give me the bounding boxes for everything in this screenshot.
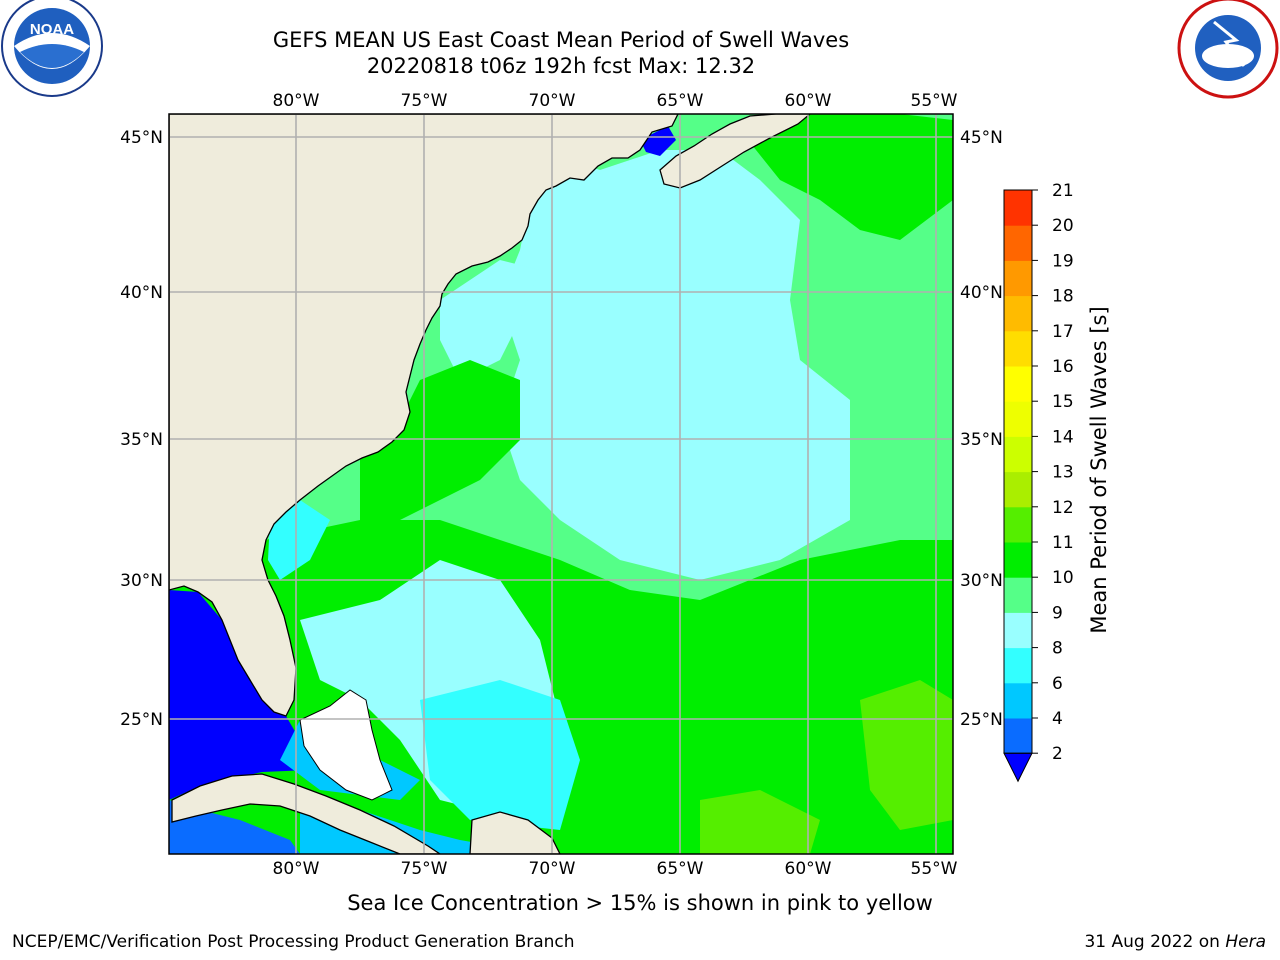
swell-period-contour bbox=[500, 150, 850, 580]
colorbar: 2 4 6 8 9 10 11 12 13 14 15 16 17 18 19 20 21 bbox=[1003, 181, 1074, 783]
colorbar-bin bbox=[1004, 682, 1032, 719]
lon-label-top: 60°W bbox=[785, 91, 832, 111]
colorbar-tick-label: 15 bbox=[1052, 392, 1074, 412]
colorbar-tick-label: 14 bbox=[1052, 427, 1074, 447]
colorbar-tick-label: 19 bbox=[1052, 251, 1074, 271]
colorbar-tick-label: 12 bbox=[1052, 498, 1074, 518]
lat-label-right: 45°N bbox=[960, 128, 1003, 148]
swell-period-contour bbox=[420, 680, 580, 830]
colorbar-tick-label: 10 bbox=[1052, 568, 1074, 588]
colorbar-tick-label: 9 bbox=[1052, 603, 1063, 623]
lon-label-top: 80°W bbox=[273, 91, 320, 111]
lon-label-top: 65°W bbox=[657, 91, 704, 111]
footer-credit: NCEP/EMC/Verification Post Processing Pr… bbox=[12, 932, 575, 952]
footer-machine: Hera bbox=[1225, 932, 1266, 952]
colorbar-bin bbox=[1004, 471, 1032, 508]
swell-period-contour bbox=[268, 500, 330, 580]
colorbar-label: Mean Period of Swell Waves [s] bbox=[1087, 306, 1111, 633]
swell-period-contour bbox=[440, 260, 540, 380]
colorbar-bin bbox=[1004, 577, 1032, 613]
lon-labels: 80°W 75°W 70°W 65°W 60°W 55°W 80°W 75°W … bbox=[273, 91, 958, 879]
lon-label-top: 75°W bbox=[401, 91, 448, 111]
lon-label-bottom: 60°W bbox=[785, 859, 832, 879]
chart-title: GEFS MEAN US East Coast Mean Period of S… bbox=[272, 28, 850, 52]
lat-label-right: 40°N bbox=[960, 283, 1003, 303]
colorbar-bin bbox=[1004, 190, 1032, 226]
colorbar-bin bbox=[1004, 436, 1032, 473]
cuba bbox=[171, 773, 442, 854]
colorbar-tick-label: 6 bbox=[1052, 674, 1063, 694]
colorbar-bin bbox=[1004, 225, 1032, 261]
colorbar-tick-label: 17 bbox=[1052, 322, 1074, 342]
footer-date: 31 Aug 2022 on Hera bbox=[1084, 932, 1266, 952]
colorbar-bin bbox=[1004, 612, 1032, 649]
bahamas bbox=[299, 689, 393, 801]
graticule bbox=[169, 114, 953, 854]
swell-period-contour bbox=[860, 680, 953, 830]
lon-label-bottom: 55°W bbox=[911, 859, 958, 879]
colorbar-tick-label: 13 bbox=[1052, 463, 1074, 483]
colorbar-bin bbox=[1004, 542, 1032, 578]
colorbar-tick-label: 18 bbox=[1052, 287, 1074, 307]
colorbar-tick-label: 2 bbox=[1052, 744, 1063, 764]
noaa-logo: NOAA bbox=[1, 0, 103, 97]
swell-period-contour bbox=[700, 790, 820, 854]
colorbar-bin bbox=[1004, 330, 1032, 367]
swell-period-contour bbox=[640, 126, 676, 156]
swell-period-contour bbox=[740, 114, 953, 240]
colorbar-tick-label: 11 bbox=[1052, 533, 1074, 553]
nova-scotia bbox=[659, 114, 812, 189]
nws-logo bbox=[1177, 0, 1279, 99]
sea-ice-note: Sea Ice Concentration > 15% is shown in … bbox=[347, 891, 933, 915]
swell-period-contour bbox=[169, 590, 310, 800]
lat-label-left: 45°N bbox=[120, 128, 163, 148]
lat-label-left: 40°N bbox=[120, 283, 163, 303]
noaa-logo-text: NOAA bbox=[30, 21, 74, 38]
lat-label-left: 35°N bbox=[120, 430, 163, 450]
colorbar-bin bbox=[1004, 401, 1032, 437]
colorbar-bin bbox=[1004, 506, 1032, 543]
colorbar-tick-label: 4 bbox=[1052, 709, 1063, 729]
lat-label-left: 30°N bbox=[120, 571, 163, 591]
colorbar-tick-label: 16 bbox=[1052, 357, 1074, 377]
colorbar-extend-arrow bbox=[1003, 752, 1033, 783]
lon-label-bottom: 75°W bbox=[401, 859, 448, 879]
lon-label-top: 55°W bbox=[911, 91, 958, 111]
lat-label-right: 35°N bbox=[960, 430, 1003, 450]
colorbar-bin bbox=[1004, 647, 1032, 684]
lat-labels: 45°N 40°N 35°N 30°N 25°N 45°N 40°N 35°N … bbox=[120, 128, 1003, 730]
lat-label-right: 30°N bbox=[960, 571, 1003, 591]
colorbar-tick-label: 21 bbox=[1052, 181, 1074, 201]
lon-label-bottom: 80°W bbox=[273, 859, 320, 879]
lon-label-top: 70°W bbox=[529, 91, 576, 111]
map-frame bbox=[168, 113, 954, 855]
colorbar-bin bbox=[1004, 295, 1032, 332]
colorbar-bin bbox=[1004, 366, 1032, 402]
swell-period-contour bbox=[360, 360, 520, 520]
lat-label-right: 25°N bbox=[960, 710, 1003, 730]
colorbar-bin bbox=[1004, 718, 1032, 754]
colorbar-tick-label: 20 bbox=[1052, 216, 1074, 236]
swell-period-contour bbox=[560, 540, 953, 854]
colorbar-bin bbox=[1004, 260, 1032, 297]
colorbar-tick-label: 8 bbox=[1052, 639, 1063, 659]
lat-label-left: 25°N bbox=[120, 710, 163, 730]
chart-subtitle: 20220818 t06z 192h fcst Max: 12.32 bbox=[366, 54, 756, 78]
lon-label-bottom: 65°W bbox=[657, 859, 704, 879]
lon-label-bottom: 70°W bbox=[529, 859, 576, 879]
